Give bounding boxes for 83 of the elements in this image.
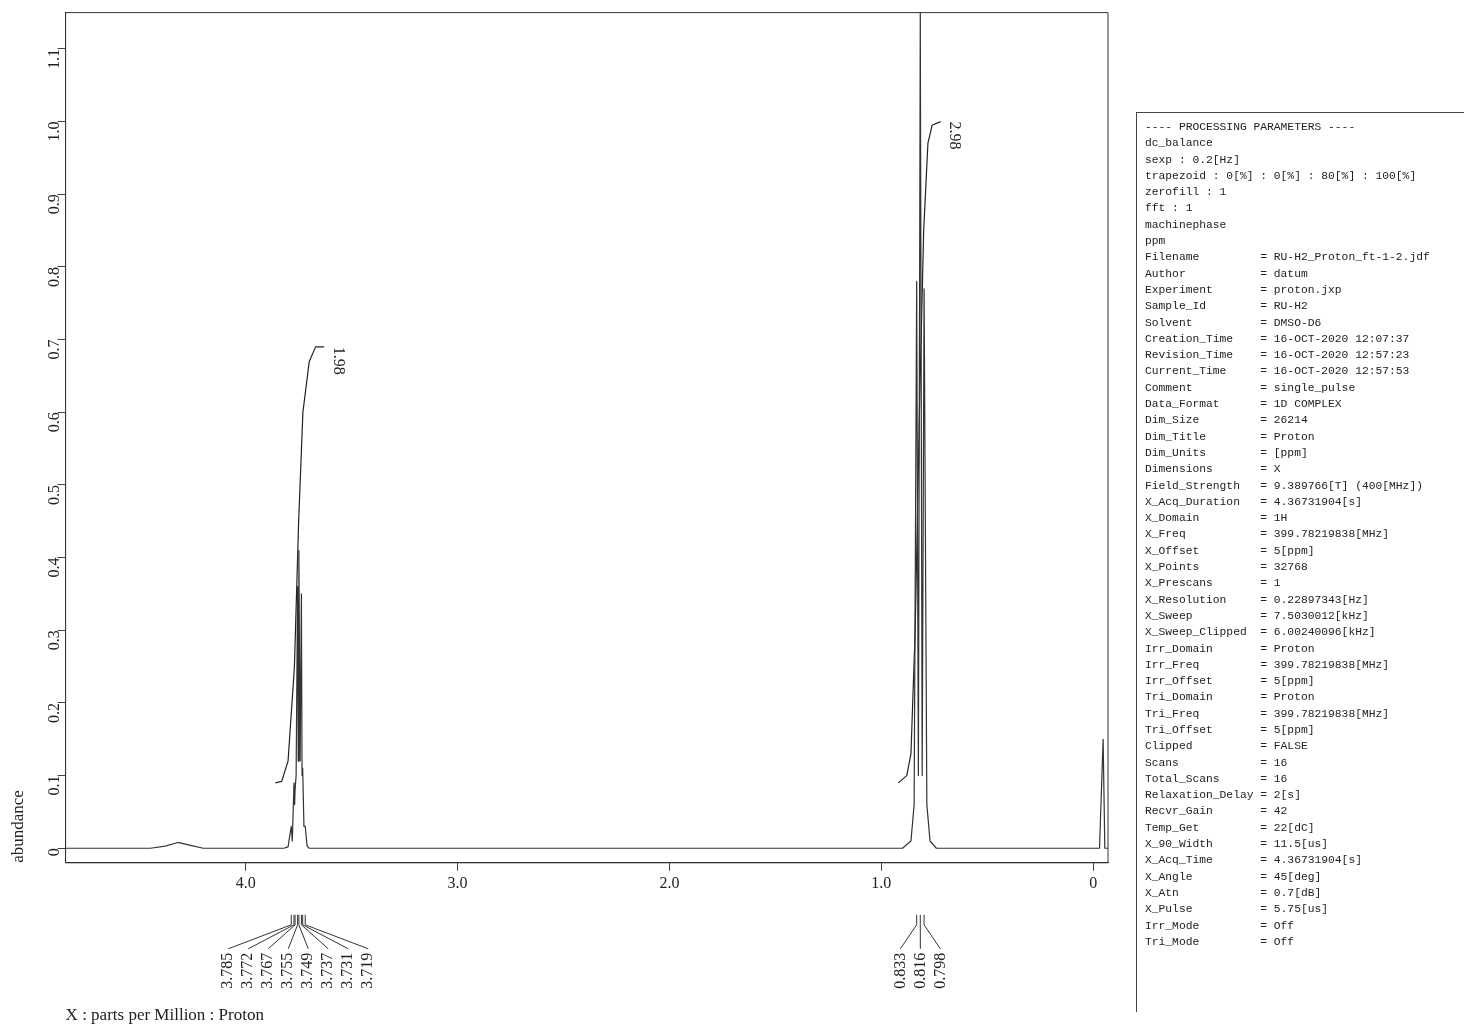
y-tick-label: 0	[44, 848, 62, 857]
text: X_Prescans = 1	[1145, 577, 1281, 590]
text: Author = datum	[1145, 267, 1308, 280]
x-tick-label: 4.0	[235, 873, 256, 891]
text: Irr_Domain = Proton	[1145, 642, 1315, 655]
y-tick-label: 0.8	[44, 266, 62, 287]
text: Tri_Mode = Off	[1145, 935, 1295, 948]
text: Data_Format = 1D COMPLEX	[1145, 398, 1342, 411]
text: X_Acq_Time = 4.36731904[s]	[1145, 854, 1362, 867]
annotation: 0.798	[930, 952, 948, 989]
annotation: 3.749	[298, 952, 316, 989]
text: Current_Time = 16-OCT-2020 12:57:53	[1145, 365, 1410, 378]
text: Tri_Freq = 399.78219838[MHz]	[1145, 707, 1390, 720]
text: Dim_Title = Proton	[1145, 430, 1315, 443]
text: Dimensions = X	[1145, 463, 1281, 476]
text: Filename = RU-H2_Proton_ft-1-2.jdf	[1145, 251, 1430, 264]
text: Temp_Get = 22[dC]	[1145, 821, 1315, 834]
text: Tri_Offset = 5[ppm]	[1145, 723, 1315, 736]
x-tick-label: 3.0	[447, 873, 468, 891]
annotation: 3.785	[218, 952, 236, 989]
text: X_Resolution = 0.22897343[Hz]	[1145, 593, 1369, 606]
text: X_Angle = 45[deg]	[1145, 870, 1322, 883]
text: X_Offset = 5[ppm]	[1145, 544, 1315, 557]
text: Field_Strength = 9.389766[T] (400[MHz])	[1145, 479, 1423, 492]
annotation: 3.731	[338, 952, 356, 989]
y-axis-title: abundance	[7, 790, 27, 863]
y-tick-label: 1.0	[44, 121, 62, 142]
text: X_Freq = 399.78219838[MHz]	[1145, 528, 1390, 541]
text: ---- PROCESSING PARAMETERS ----	[1145, 121, 1356, 133]
y-tick-label: 0.5	[44, 484, 62, 505]
annotation: 3.767	[258, 952, 276, 989]
annotation: 3.772	[238, 952, 256, 989]
text: Irr_Offset = 5[ppm]	[1145, 675, 1315, 688]
text: X_Domain = 1H	[1145, 512, 1288, 525]
y-tick-label: 0.1	[44, 775, 62, 796]
text: Creation_Time = 16-OCT-2020 12:07:37	[1145, 332, 1410, 345]
annotation: 0.833	[890, 952, 908, 989]
y-tick-label: 0.3	[44, 630, 62, 651]
text: trapezoid : 0[%] : 0[%] : 80[%] : 100[%]	[1145, 169, 1417, 182]
annotation: 1.98	[330, 346, 348, 375]
text: machinephase	[1145, 218, 1227, 231]
text: Comment = single_pulse	[1145, 381, 1356, 394]
text: X_Points = 32768	[1145, 561, 1308, 574]
text: Tri_Domain = Proton	[1145, 691, 1315, 704]
text: Solvent = DMSO-D6	[1145, 316, 1322, 329]
text: sexp : 0.2[Hz]	[1145, 153, 1240, 166]
y-tick-label: 0.6	[44, 412, 62, 433]
text: Total_Scans = 16	[1145, 772, 1288, 785]
text: Dim_Units = [ppm]	[1145, 446, 1308, 459]
annotation: 2.98	[947, 121, 965, 150]
text: X_Acq_Duration = 4.36731904[s]	[1145, 495, 1362, 508]
x-tick-label: 2.0	[659, 873, 680, 891]
y-tick-label: 0.4	[44, 557, 62, 578]
annotation: 3.719	[358, 952, 376, 989]
text: Clipped = FALSE	[1145, 740, 1308, 753]
y-tick-label: 1.1	[44, 48, 62, 69]
text: X_Sweep_Clipped = 6.00240096[kHz]	[1145, 626, 1376, 639]
text: dc_balance	[1145, 137, 1213, 150]
annotation: 3.737	[318, 952, 336, 989]
text: X_90_Width = 11.5[us]	[1145, 838, 1329, 851]
text: X_Pulse = 5.75[us]	[1145, 903, 1329, 916]
text: Revision_Time = 16-OCT-2020 12:57:23	[1145, 349, 1410, 362]
text: Recvr_Gain = 42	[1145, 805, 1288, 818]
annotation: 0.816	[910, 952, 928, 989]
x-tick-label: 1.0	[871, 873, 892, 891]
text: ppm	[1145, 235, 1166, 248]
y-tick-label: 0.2	[44, 702, 62, 723]
text: X_Sweep = 7.5030012[kHz]	[1145, 609, 1369, 622]
text: Sample_Id = RU-H2	[1145, 300, 1308, 313]
text: Experiment = proton.jxp	[1145, 283, 1342, 296]
text: Relaxation_Delay = 2[s]	[1145, 789, 1301, 802]
y-tick-label: 0.9	[44, 194, 62, 215]
x-tick-label: 0	[1089, 873, 1098, 891]
text: Dim_Size = 26214	[1145, 414, 1308, 427]
text: fft : 1	[1145, 202, 1193, 215]
annotation: 3.755	[278, 952, 296, 989]
text: Irr_Freq = 399.78219838[MHz]	[1145, 658, 1390, 671]
text: X_Atn = 0.7[dB]	[1145, 886, 1322, 899]
y-tick-label: 0.7	[44, 339, 62, 360]
text: Irr_Mode = Off	[1145, 919, 1295, 932]
text: X : parts per Million : Proton	[65, 1005, 265, 1024]
text: Scans = 16	[1145, 756, 1288, 769]
text: zerofill : 1	[1145, 186, 1227, 199]
